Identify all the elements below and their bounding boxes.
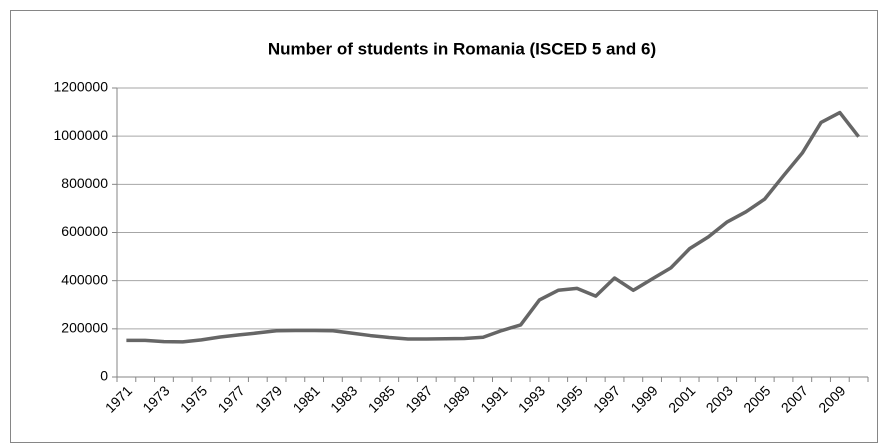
data-line bbox=[126, 110, 860, 344]
y-tick-label: 1200000 bbox=[53, 79, 108, 95]
y-tick-label: 0 bbox=[100, 368, 108, 384]
chart-border bbox=[10, 10, 878, 443]
y-tick-label: 1000000 bbox=[53, 127, 108, 143]
y-tick-label: 400000 bbox=[61, 271, 108, 287]
chart-title: Number of students in Romania (ISCED 5 a… bbox=[268, 39, 656, 58]
y-tick-label: 200000 bbox=[61, 320, 108, 336]
y-tick-label: 800000 bbox=[61, 175, 108, 191]
y-tick-label: 600000 bbox=[61, 223, 108, 239]
